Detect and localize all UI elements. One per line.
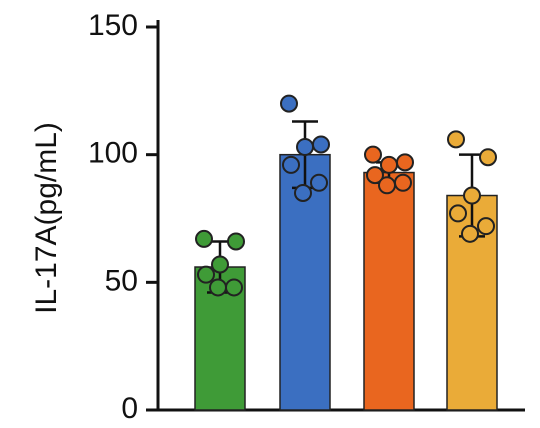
data-point [396, 153, 414, 172]
data-point [294, 183, 312, 202]
data-point [477, 217, 495, 236]
bar [363, 171, 415, 411]
data-point [312, 135, 330, 154]
data-point [310, 173, 328, 192]
y-tick-label: 50 [105, 264, 138, 297]
y-tick-label: 100 [88, 137, 138, 170]
data-point [280, 94, 298, 113]
data-point [394, 173, 412, 192]
data-point [461, 224, 479, 243]
data-point [211, 255, 229, 274]
y-axis-label: IL-17A(pg/mL) [30, 122, 63, 314]
data-point [209, 278, 227, 297]
data-point [227, 232, 245, 251]
data-point [225, 278, 243, 297]
data-point [449, 204, 467, 223]
y-tick-label: 0 [121, 392, 138, 425]
y-tick-label: 150 [88, 9, 138, 42]
data-point [380, 155, 398, 174]
data-point [296, 138, 314, 157]
data-point [378, 176, 396, 195]
data-point [463, 186, 481, 205]
data-point [197, 265, 215, 284]
data-point [479, 148, 497, 167]
data-point [282, 155, 300, 174]
data-point [366, 166, 384, 185]
data-point [447, 130, 465, 149]
data-point [195, 229, 213, 248]
data-point [364, 145, 382, 164]
